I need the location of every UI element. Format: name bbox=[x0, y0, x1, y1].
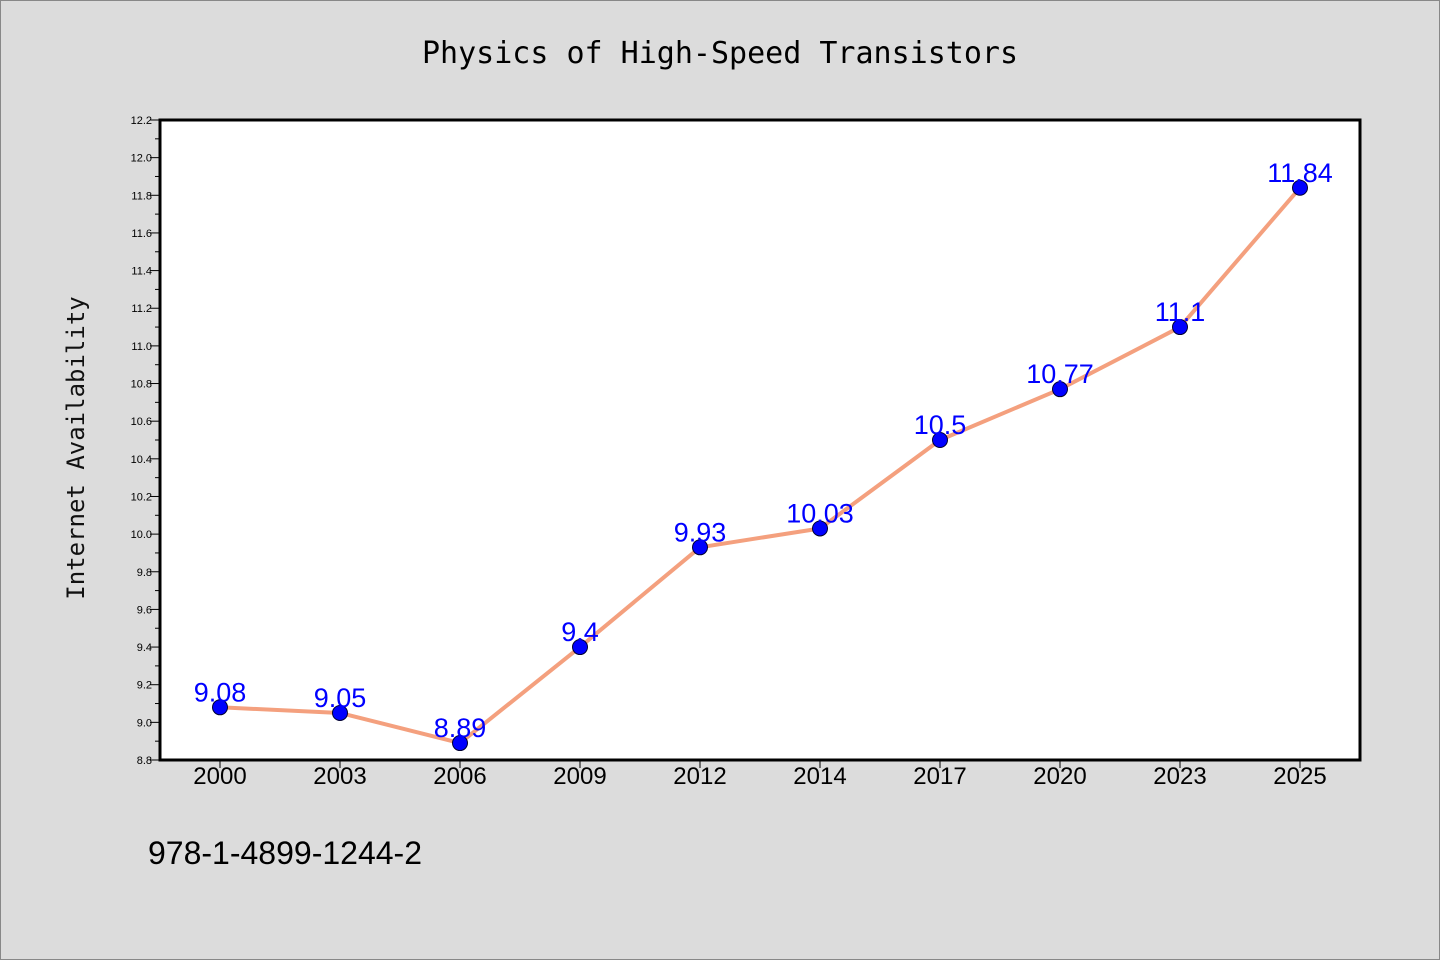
y-tick-label: 11.6 bbox=[131, 228, 152, 240]
data-label: 9.93 bbox=[674, 517, 727, 547]
y-tick-label: 9.2 bbox=[137, 680, 152, 692]
x-tick-label: 2017 bbox=[913, 763, 966, 790]
x-axis: 2000 2003 2006 2009 2012 2014 2017 2020 2023 2025 bbox=[193, 760, 1327, 790]
data-point bbox=[692, 539, 708, 556]
series-line bbox=[219, 186, 1302, 746]
x-tick-label: 2014 bbox=[793, 763, 846, 790]
chart-title: Physics of High-Speed Transistors bbox=[422, 36, 1018, 71]
data-point bbox=[1172, 319, 1188, 336]
data-point bbox=[1052, 381, 1068, 398]
x-tick-label: 2009 bbox=[553, 763, 606, 790]
data-label: 10.77 bbox=[1026, 359, 1094, 389]
x-tick-label: 2020 bbox=[1033, 763, 1086, 790]
y-tick-label: 8.8 bbox=[137, 755, 152, 767]
data-label: 9.05 bbox=[314, 683, 367, 713]
data-label: 9.4 bbox=[561, 617, 599, 647]
y-tick-label: 11.0 bbox=[131, 341, 152, 353]
x-tick-label: 2000 bbox=[193, 763, 246, 790]
data-point bbox=[932, 432, 948, 448]
y-tick-label: 9.4 bbox=[137, 642, 152, 654]
data-point bbox=[332, 704, 348, 721]
isbn-text: 978-1-4899-1244-2 bbox=[148, 835, 422, 871]
data-point bbox=[212, 699, 228, 716]
data-label: 10.03 bbox=[786, 498, 854, 528]
y-tick-label: 10.2 bbox=[131, 491, 152, 503]
y-tick-label: 9.0 bbox=[137, 717, 152, 729]
data-label: 8.89 bbox=[434, 713, 487, 743]
data-label: 9.08 bbox=[194, 677, 247, 707]
data-point bbox=[1292, 179, 1308, 196]
y-tick-label: 11.4 bbox=[131, 266, 152, 278]
data-label: 11.84 bbox=[1267, 158, 1333, 188]
y-tick-label: 11.8 bbox=[131, 190, 152, 202]
y-axis: 8.8 9.0 9.2 9.4 9.6 9.8 10.0 10.2 10.4 10.6 10.8 11… bbox=[131, 115, 160, 767]
data-point bbox=[452, 735, 468, 752]
series-layer: 9.08 9.05 8.89 9.4 9.93 10.03 10.5 10.77 11.1 11.… bbox=[194, 158, 1333, 752]
y-tick-label: 10.8 bbox=[131, 379, 152, 391]
y-tick-label: 9.8 bbox=[137, 567, 152, 579]
data-label: 11.1 bbox=[1155, 297, 1206, 327]
y-tick-label: 9.6 bbox=[137, 604, 152, 616]
x-tick-label: 2006 bbox=[433, 763, 486, 790]
x-tick-label: 2023 bbox=[1153, 763, 1206, 790]
x-tick-label: 2012 bbox=[673, 763, 726, 790]
data-point bbox=[572, 639, 588, 656]
y-axis-label: Internet Availability bbox=[62, 296, 90, 599]
plot-area bbox=[158, 118, 1362, 762]
data-label: 10.5 bbox=[914, 410, 967, 440]
x-tick-label: 2025 bbox=[1273, 763, 1326, 790]
data-point bbox=[812, 520, 828, 537]
x-tick-label: 2003 bbox=[313, 763, 366, 790]
y-tick-label: 12.2 bbox=[131, 115, 152, 127]
y-tick-label: 10.0 bbox=[131, 529, 152, 541]
y-tick-label: 11.2 bbox=[131, 303, 152, 315]
y-tick-label: 10.4 bbox=[131, 454, 152, 466]
y-tick-label: 10.6 bbox=[131, 416, 152, 428]
y-tick-label: 12.0 bbox=[131, 153, 152, 165]
